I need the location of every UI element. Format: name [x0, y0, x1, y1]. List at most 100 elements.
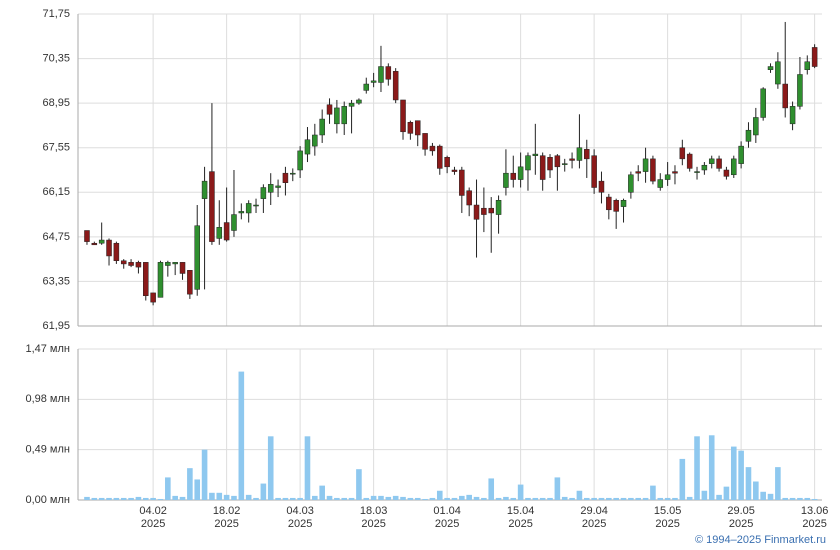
- candle-body: [804, 61, 811, 70]
- candle-body: [216, 227, 223, 239]
- bar: [620, 497, 627, 500]
- bar: [797, 497, 803, 500]
- candle-body: [231, 214, 237, 231]
- bar: [628, 497, 634, 500]
- bar: [561, 496, 568, 500]
- candle-body: [466, 190, 472, 206]
- bar: [267, 436, 274, 500]
- footer: © 1994–2025 Finmarket.ru: [694, 534, 826, 546]
- candle-body: [554, 155, 561, 168]
- bar: [363, 497, 370, 500]
- bar: [275, 497, 281, 500]
- candle-body: [253, 204, 259, 207]
- candle-body: [143, 262, 149, 297]
- bar: [525, 497, 531, 500]
- bar: [216, 492, 223, 500]
- candle-body: [723, 169, 730, 177]
- bar: [289, 497, 296, 500]
- candle-body: [672, 171, 678, 174]
- candle-body: [341, 106, 347, 125]
- y-tick-label: 67,55: [42, 142, 70, 154]
- y-tick-label: 70,35: [42, 52, 70, 64]
- bar: [804, 497, 811, 500]
- candle-body: [539, 155, 546, 180]
- bar: [451, 497, 458, 500]
- bar: [686, 496, 693, 500]
- candle-body: [650, 158, 656, 182]
- bar: [165, 477, 171, 500]
- bar: [459, 495, 465, 500]
- bar: [569, 497, 575, 500]
- bar: [701, 490, 708, 500]
- candle-body: [275, 185, 281, 188]
- bar: [385, 496, 392, 500]
- bar: [98, 497, 105, 500]
- candle-body: [510, 172, 517, 180]
- candle-body: [150, 292, 156, 303]
- candle-body: [598, 180, 605, 193]
- candle-body: [98, 239, 105, 244]
- bar: [723, 486, 730, 500]
- candle-body: [334, 107, 340, 125]
- bar: [694, 436, 700, 500]
- candle-body: [797, 74, 803, 107]
- bar: [775, 467, 781, 500]
- candle-body: [473, 204, 480, 220]
- y-tick-label: 71,75: [42, 8, 70, 20]
- candle-body: [620, 199, 627, 207]
- bar: [657, 497, 664, 500]
- bar: [128, 497, 134, 500]
- bar: [392, 495, 399, 500]
- bar: [120, 497, 127, 500]
- bar: [194, 479, 201, 500]
- y-tick-label: 0,00 млн: [25, 494, 70, 506]
- candle-body: [444, 157, 450, 168]
- candle-body: [223, 222, 230, 241]
- x-tick-label: 29.05 2025: [727, 505, 755, 530]
- y-tick-label: 61,95: [42, 320, 70, 332]
- bar: [187, 468, 193, 500]
- candle-body: [642, 158, 649, 172]
- bar: [142, 497, 149, 500]
- candle-body: [378, 66, 384, 83]
- bar: [753, 481, 759, 500]
- candle-body: [488, 207, 494, 214]
- candle-body: [664, 174, 671, 180]
- candle-body: [694, 171, 700, 173]
- bar: [370, 495, 377, 500]
- bar: [503, 496, 509, 500]
- y-tick-label: 0,98 млн: [25, 393, 70, 405]
- bar: [91, 497, 98, 500]
- candle-body: [267, 184, 274, 193]
- bar: [554, 477, 561, 500]
- candle-body: [782, 83, 788, 109]
- bar: [245, 494, 252, 500]
- bar: [179, 496, 186, 500]
- candle-body: [679, 147, 686, 160]
- candle-body: [459, 169, 465, 196]
- bar: [348, 497, 355, 500]
- bar: [429, 497, 436, 500]
- bar: [708, 435, 715, 500]
- bar: [84, 496, 90, 500]
- bar: [304, 436, 311, 500]
- candle-body: [120, 260, 127, 265]
- candle-body: [451, 169, 458, 172]
- bar: [113, 497, 120, 500]
- candle-body: [392, 71, 399, 101]
- bar: [517, 484, 524, 500]
- candle-body: [326, 104, 333, 115]
- bar: [811, 498, 818, 500]
- candle-body: [576, 147, 583, 161]
- bar: [223, 494, 230, 500]
- candle-body: [495, 199, 502, 215]
- bar: [436, 490, 443, 500]
- bar: [488, 478, 495, 500]
- x-tick-label: 01.04 2025: [433, 505, 461, 530]
- bar: [642, 497, 649, 500]
- bar: [576, 490, 583, 500]
- candle-body: [561, 163, 568, 165]
- bar: [319, 485, 325, 500]
- bar: [466, 494, 472, 500]
